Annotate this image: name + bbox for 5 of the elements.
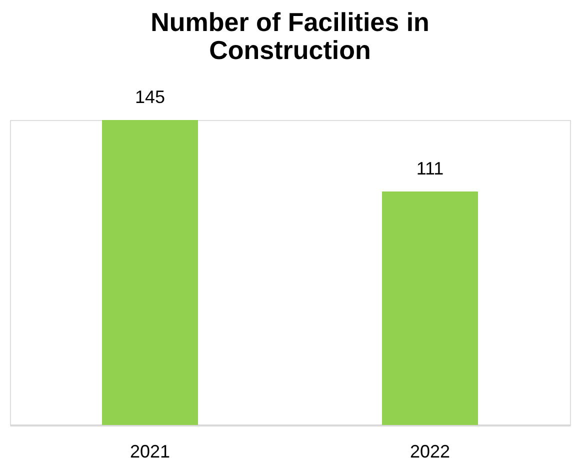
- data-label: 111: [416, 158, 444, 179]
- x-tick-label: 2021: [130, 442, 170, 458]
- data-label: 145: [134, 87, 166, 107]
- chart-title: Number of Facilities in Construction: [150, 7, 430, 65]
- x-tick-label: 2022: [410, 442, 450, 458]
